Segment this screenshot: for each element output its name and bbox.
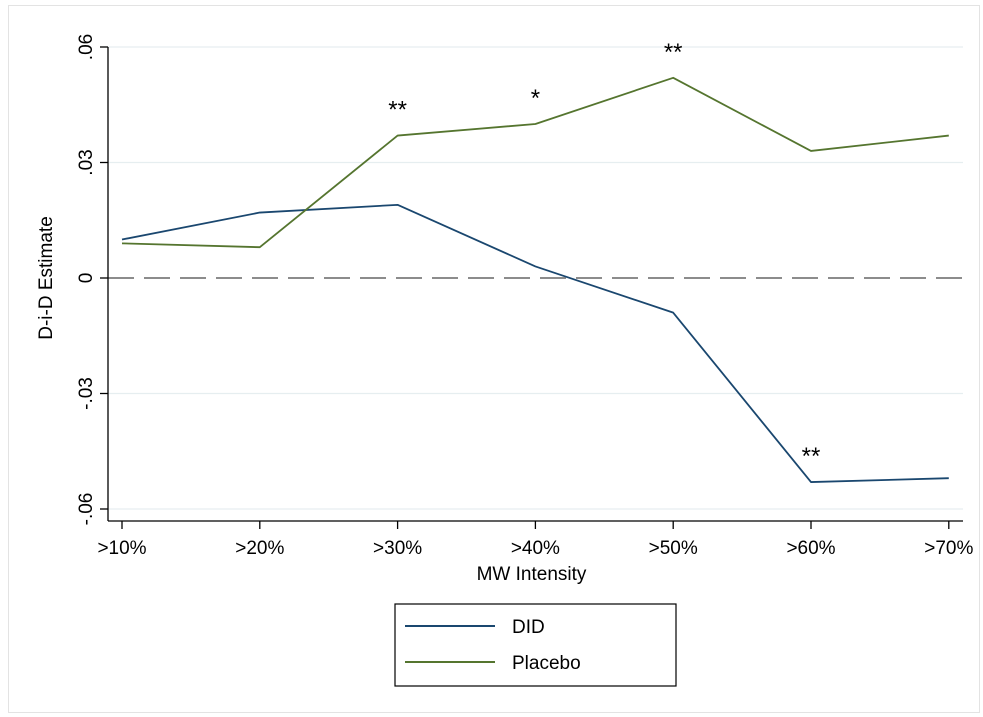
legend-box	[394, 603, 677, 687]
legend-label-placebo: Placebo	[512, 653, 581, 674]
x-tick-label: >50%	[649, 538, 698, 559]
axes	[107, 47, 963, 522]
x-tick-label: >70%	[924, 538, 973, 559]
significance-label: **	[802, 443, 821, 470]
gridlines	[108, 46, 963, 510]
legend: DID Placebo	[394, 603, 677, 687]
y-tick-label: -.06	[76, 493, 97, 526]
x-tick-label: >60%	[786, 538, 835, 559]
y-tick-label: .03	[76, 149, 97, 175]
x-tick-label: >20%	[235, 538, 284, 559]
series-lines	[121, 76, 949, 483]
x-tick-label: >30%	[373, 538, 422, 559]
series-line-did	[121, 203, 949, 483]
x-tick-label: >40%	[511, 538, 560, 559]
x-axis-title: MW Intensity	[477, 564, 587, 585]
y-tick-label: -.03	[76, 377, 97, 410]
y-axis-title: D-i-D Estimate	[36, 216, 57, 340]
y-tick-label: 0	[76, 273, 97, 284]
significance-label: *	[531, 85, 540, 112]
significance-label: **	[664, 39, 683, 66]
significance-annotations: ** *****	[388, 39, 820, 470]
x-tick-label: >10%	[97, 538, 146, 559]
chart-frame	[8, 5, 980, 713]
y-tick-label: .06	[76, 34, 97, 60]
y-ticks: -.06 -.03 0 .03 .06	[76, 34, 108, 526]
legend-label-did: DID	[512, 617, 545, 638]
x-ticks: >10% >20% >30% >40% >50% >60% >70%	[97, 521, 973, 559]
significance-label: **	[388, 97, 407, 124]
series-line-placebo	[121, 76, 949, 249]
